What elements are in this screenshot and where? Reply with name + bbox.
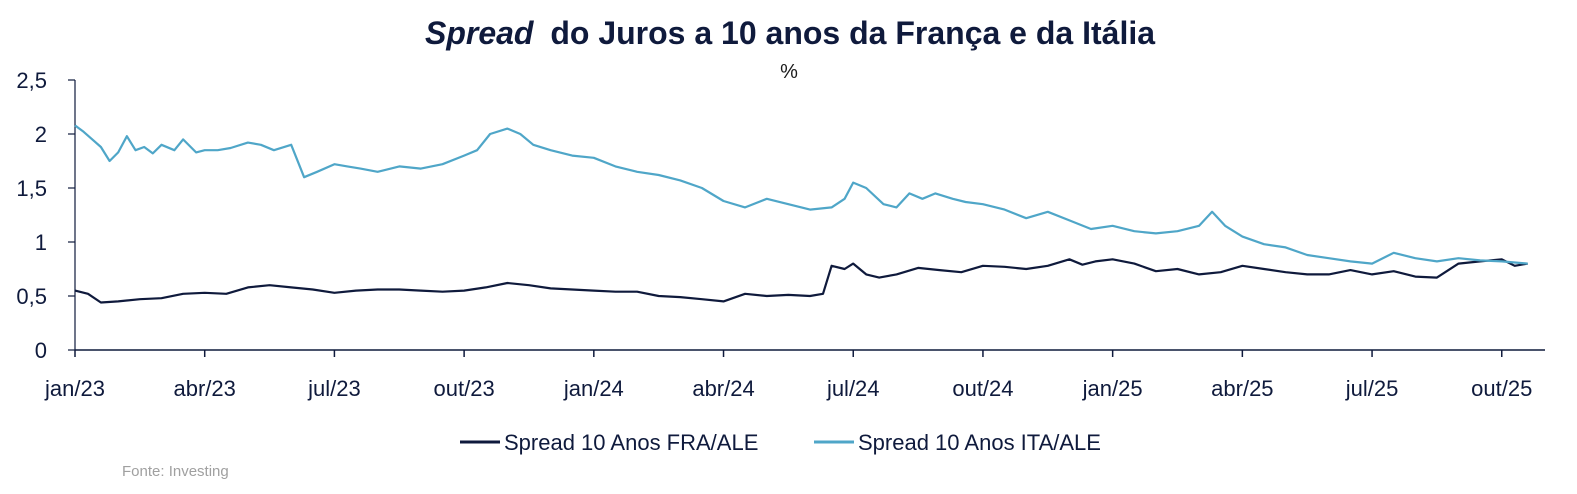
x-tick-label: abr/23 xyxy=(174,376,236,401)
y-tick-label: 1,5 xyxy=(16,176,47,201)
x-tick-label: jan/25 xyxy=(1082,376,1143,401)
y-tick-label: 0 xyxy=(35,338,47,363)
chart-title: Spread do Juros a 10 anos da França e da… xyxy=(425,15,1155,51)
chart-title-italic: Spread xyxy=(425,15,535,51)
legend-label-ita: Spread 10 Anos ITA/ALE xyxy=(858,430,1101,455)
series-layer xyxy=(74,124,1528,304)
x-tick-label: jul/25 xyxy=(1345,376,1399,401)
x-tick-label: out/25 xyxy=(1471,376,1532,401)
y-axis: 0 0,5 1 1,5 2 2,5 xyxy=(16,68,76,363)
x-tick-label: out/24 xyxy=(952,376,1013,401)
x-tick-label: jan/23 xyxy=(44,376,105,401)
y-tick-label: 1 xyxy=(35,230,47,255)
x-tick-label: jul/24 xyxy=(826,376,880,401)
x-tick-label: jul/23 xyxy=(307,376,361,401)
series-line-fra-ale xyxy=(74,258,1528,304)
x-tick-label: abr/25 xyxy=(1211,376,1273,401)
y-tick-label: 2 xyxy=(35,122,47,147)
series-line-ita-ale xyxy=(74,124,1528,265)
source-note: Fonte: Investing xyxy=(122,463,229,480)
x-tick-label: jan/24 xyxy=(563,376,624,401)
x-tick-label: abr/24 xyxy=(692,376,754,401)
x-tick-label: out/23 xyxy=(434,376,495,401)
y-tick-label: 2,5 xyxy=(16,68,47,93)
legend-label-fra: Spread 10 Anos FRA/ALE xyxy=(504,430,758,455)
legend: Spread 10 Anos FRA/ALE Spread 10 Anos IT… xyxy=(460,430,1101,455)
chart-title-rest: do Juros a 10 anos da França e da Itália xyxy=(550,15,1155,51)
y-tick-label: 0,5 xyxy=(16,284,47,309)
chart-subtitle: % xyxy=(780,61,798,83)
x-axis: jan/23 abr/23 jul/23 out/23 jan/24 abr/24 jul/… xyxy=(44,349,1545,401)
